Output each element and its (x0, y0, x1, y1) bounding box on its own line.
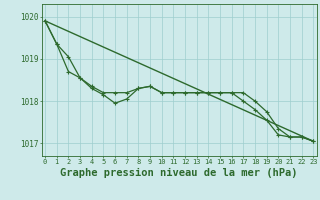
X-axis label: Graphe pression niveau de la mer (hPa): Graphe pression niveau de la mer (hPa) (60, 168, 298, 178)
